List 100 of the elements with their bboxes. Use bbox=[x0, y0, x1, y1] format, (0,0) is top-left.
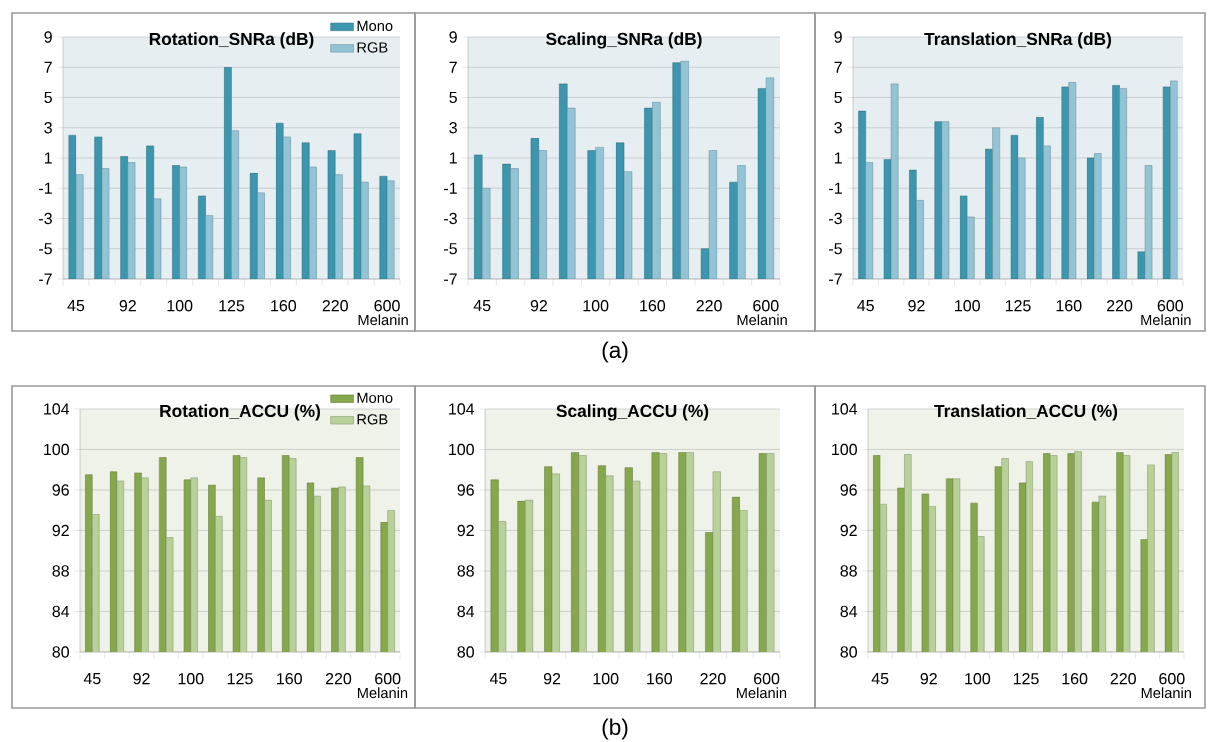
y-tick-label: 5 bbox=[834, 91, 842, 104]
bar bbox=[1170, 80, 1178, 279]
y-tick-label: 104 bbox=[832, 403, 858, 415]
bar bbox=[179, 166, 188, 279]
x-tick-label: 600 bbox=[375, 673, 401, 685]
y-tick-label: 1 bbox=[834, 152, 842, 164]
bar bbox=[644, 107, 653, 279]
y-tick-label: 104 bbox=[449, 403, 475, 415]
x-tick-label: 160 bbox=[640, 300, 666, 312]
y-tick-label: -3 bbox=[829, 212, 842, 225]
y-tick-label: 92 bbox=[52, 524, 69, 537]
x-tick-label: 220 bbox=[322, 300, 348, 312]
bar bbox=[959, 195, 968, 279]
bar bbox=[510, 168, 519, 279]
bar bbox=[283, 136, 291, 279]
y-tick-label: 7 bbox=[834, 61, 842, 73]
x-tick-label: 100 bbox=[167, 300, 193, 312]
x-tick-label: 600 bbox=[754, 673, 780, 685]
y-tick-label: 3 bbox=[834, 122, 842, 134]
y-tick-label: -7 bbox=[829, 273, 842, 285]
bar bbox=[652, 101, 661, 279]
x-tick-label: 100 bbox=[965, 673, 991, 685]
x-tick-label: 160 bbox=[647, 673, 673, 685]
x-tick-label: 92 bbox=[920, 673, 937, 685]
x-tick-label: 125 bbox=[227, 673, 253, 685]
x-tick-label: 100 bbox=[955, 300, 980, 312]
x-axis-title: Melanin bbox=[1141, 687, 1191, 699]
y-tick-label: 96 bbox=[457, 484, 474, 496]
x-tick-label: 220 bbox=[1110, 673, 1136, 685]
chart-title: Scaling_SNRa (dB) bbox=[546, 32, 702, 49]
x-tick-label: 220 bbox=[1106, 300, 1133, 312]
chart-title: Scaling_ACCU (%) bbox=[556, 404, 709, 421]
text: (a) bbox=[602, 341, 628, 363]
y-tick-label: 84 bbox=[457, 605, 475, 618]
y-tick-label: -1 bbox=[444, 182, 457, 194]
legend-label: RGB bbox=[357, 42, 388, 53]
bar bbox=[941, 121, 950, 279]
chart-title: Translation_SNRa (dB) bbox=[924, 32, 1112, 49]
x-tick-label: 125 bbox=[219, 300, 245, 312]
bar bbox=[865, 162, 874, 279]
y-tick-label: 100 bbox=[449, 443, 474, 456]
y-tick-label: 100 bbox=[832, 443, 857, 456]
x-tick-label: 92 bbox=[908, 300, 925, 312]
x-tick-label: 45 bbox=[83, 673, 101, 685]
y-tick-label: 9 bbox=[449, 31, 457, 43]
x-axis-title: Melanin bbox=[358, 314, 408, 326]
y-tick-label: 88 bbox=[457, 565, 474, 577]
x-axis-title: Melanin bbox=[357, 687, 408, 699]
x-tick-label: 600 bbox=[753, 300, 779, 312]
x-axis-title: Melanin bbox=[1141, 314, 1191, 326]
x-tick-label: 600 bbox=[374, 300, 400, 312]
bar bbox=[916, 200, 924, 279]
bar bbox=[530, 138, 540, 279]
x-tick-label: 600 bbox=[1159, 673, 1185, 685]
y-tick-label: 80 bbox=[840, 646, 857, 658]
y-tick-label: 96 bbox=[52, 484, 69, 496]
y-tick-label: -3 bbox=[444, 212, 457, 225]
y-tick-label: 3 bbox=[44, 122, 52, 134]
y-tick-label: 84 bbox=[840, 605, 858, 618]
x-tick-label: 92 bbox=[119, 300, 136, 312]
x-tick-label: 125 bbox=[1005, 300, 1031, 312]
y-tick-label: -1 bbox=[829, 182, 842, 194]
x-tick-label: 160 bbox=[271, 300, 297, 312]
bar bbox=[538, 150, 548, 279]
bar bbox=[890, 83, 899, 279]
chart-title: Translation_ACCU (%) bbox=[934, 404, 1118, 421]
legend-label: RGB bbox=[357, 414, 388, 425]
x-tick-label: 160 bbox=[1062, 673, 1088, 685]
x-axis-title: Melanin bbox=[736, 687, 787, 699]
y-tick-label: 5 bbox=[449, 91, 457, 104]
bar bbox=[623, 171, 633, 279]
bar bbox=[473, 154, 483, 279]
bar bbox=[1036, 116, 1044, 279]
y-tick-label: 92 bbox=[457, 524, 474, 537]
x-tick-label: 125 bbox=[1013, 673, 1039, 685]
y-tick-label: 5 bbox=[44, 91, 52, 104]
y-tick-label: -5 bbox=[39, 243, 52, 255]
y-tick-label: 3 bbox=[449, 122, 457, 134]
x-axis-title: Melanin bbox=[737, 314, 787, 326]
y-tick-label: 88 bbox=[52, 565, 69, 577]
y-tick-label: -5 bbox=[444, 243, 457, 255]
bar bbox=[75, 174, 84, 279]
y-tick-label: 80 bbox=[52, 646, 69, 658]
x-tick-label: 220 bbox=[700, 673, 726, 685]
x-tick-label: 160 bbox=[1056, 300, 1082, 312]
bar bbox=[672, 62, 681, 279]
y-tick-label: 96 bbox=[840, 484, 857, 496]
x-tick-label: 100 bbox=[593, 673, 619, 685]
y-tick-label: 9 bbox=[44, 31, 52, 43]
x-tick-label: 45 bbox=[489, 673, 507, 685]
y-tick-label: -7 bbox=[444, 273, 457, 285]
x-tick-label: 45 bbox=[871, 673, 889, 685]
y-tick-label: 100 bbox=[44, 443, 69, 456]
x-tick-label: 45 bbox=[473, 300, 491, 312]
x-tick-label: 100 bbox=[583, 300, 609, 312]
x-tick-label: 92 bbox=[543, 673, 561, 685]
bar bbox=[153, 198, 162, 279]
y-tick-label: 7 bbox=[44, 61, 52, 73]
bar bbox=[172, 165, 180, 279]
y-tick-label: -3 bbox=[39, 212, 52, 225]
